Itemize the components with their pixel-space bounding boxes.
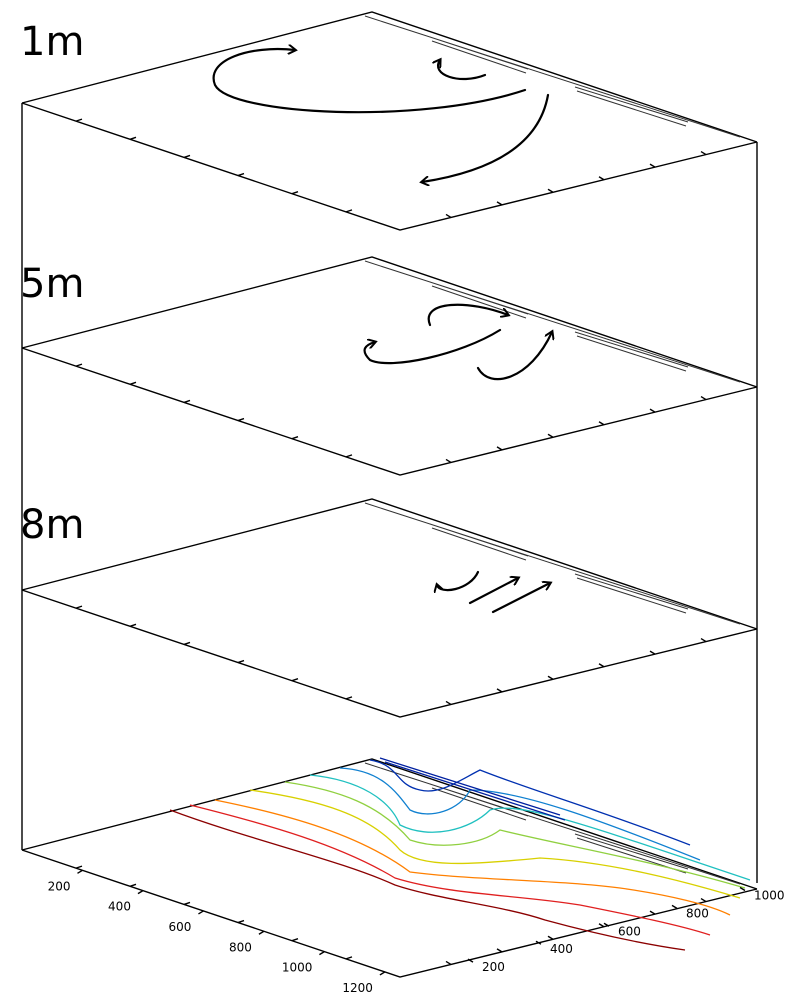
edge-tick <box>292 192 298 194</box>
edge-tick <box>184 642 190 644</box>
edge-tick <box>701 899 706 902</box>
layer-label: 8m <box>20 502 84 548</box>
edge-tick <box>497 949 502 952</box>
edge-tick <box>130 137 136 139</box>
edge-tick <box>650 911 655 914</box>
edge-tick <box>130 884 136 886</box>
edge-tick <box>548 434 553 437</box>
figure: 1m 5m 8m 200 400 600 800 1000 1200 200 400 600 80… <box>0 0 812 1002</box>
edge-tick <box>76 866 82 868</box>
y-tick-label: 800 <box>686 906 709 920</box>
plane-edge <box>22 850 757 977</box>
plane-edge <box>22 12 757 142</box>
edge-tick <box>446 214 451 217</box>
edge-tick <box>238 419 244 421</box>
edge-tick <box>497 689 502 692</box>
x-tick-label: 600 <box>169 920 192 934</box>
edge-tick <box>599 664 604 667</box>
edge-tick <box>238 174 244 176</box>
edge-tick <box>548 189 553 192</box>
edge-tick <box>184 902 190 904</box>
x-tick <box>259 931 264 934</box>
x-tick <box>138 891 143 894</box>
edge-tick <box>446 459 451 462</box>
y-tick-label: 400 <box>550 942 573 956</box>
contours <box>170 758 750 950</box>
x-tick <box>380 972 385 975</box>
tick-labels: 200 400 600 800 1000 1200 200 400 600 800 1000 <box>48 870 785 995</box>
y-tick <box>672 905 677 908</box>
x-tick-label: 1200 <box>342 981 373 995</box>
edge-tick <box>130 624 136 626</box>
plane-edge <box>22 348 757 475</box>
edge-tick <box>346 455 352 457</box>
edge-tick <box>76 364 82 366</box>
edge-tick <box>701 397 706 400</box>
plane-edge <box>22 590 757 717</box>
planes <box>22 12 757 977</box>
y-tick-label: 600 <box>618 924 641 938</box>
edge-tick <box>548 676 553 679</box>
edge-tick <box>497 447 502 450</box>
plane-edge <box>22 257 757 387</box>
edge-tick <box>650 409 655 412</box>
x-tick-label: 800 <box>229 940 252 954</box>
seawall <box>365 763 740 884</box>
edge-tick <box>76 119 82 121</box>
frame <box>22 103 757 883</box>
edge-tick <box>599 924 604 927</box>
plane-edge <box>22 759 757 889</box>
edge-tick <box>130 382 136 384</box>
edge-tick <box>238 921 244 923</box>
edge-tick <box>446 701 451 704</box>
edge-tick <box>701 152 706 155</box>
seawall <box>365 16 740 137</box>
seawall <box>365 261 740 382</box>
edge-tick <box>650 651 655 654</box>
y-tick-label: 1000 <box>754 888 785 902</box>
edge-tick <box>650 164 655 167</box>
edge-tick <box>292 939 298 941</box>
edge-tick <box>446 961 451 964</box>
x-tick-label: 1000 <box>282 961 313 975</box>
x-tick-label: 200 <box>48 879 71 893</box>
edge-tick <box>292 679 298 681</box>
seawall <box>365 503 740 624</box>
edge-tick <box>599 177 604 180</box>
edge-tick <box>292 437 298 439</box>
edge-tick <box>346 957 352 959</box>
edge-tick <box>184 155 190 157</box>
edge-tick <box>238 661 244 663</box>
edge-tick <box>346 697 352 699</box>
plane-edge <box>22 499 757 629</box>
x-tick <box>198 911 203 914</box>
edge-tick <box>701 639 706 642</box>
x-tick-label: 400 <box>108 900 131 914</box>
y-tick-label: 200 <box>482 960 505 974</box>
layer-label: 1m <box>20 19 84 65</box>
plane-edge <box>22 103 757 230</box>
edge-tick <box>346 210 352 212</box>
edge-tick <box>548 936 553 939</box>
layer-label: 5m <box>20 261 84 307</box>
edge-tick <box>76 606 82 608</box>
edge-tick <box>184 400 190 402</box>
x-tick <box>319 952 324 955</box>
edge-tick <box>599 422 604 425</box>
x-tick <box>77 870 82 873</box>
edge-tick <box>497 202 502 205</box>
